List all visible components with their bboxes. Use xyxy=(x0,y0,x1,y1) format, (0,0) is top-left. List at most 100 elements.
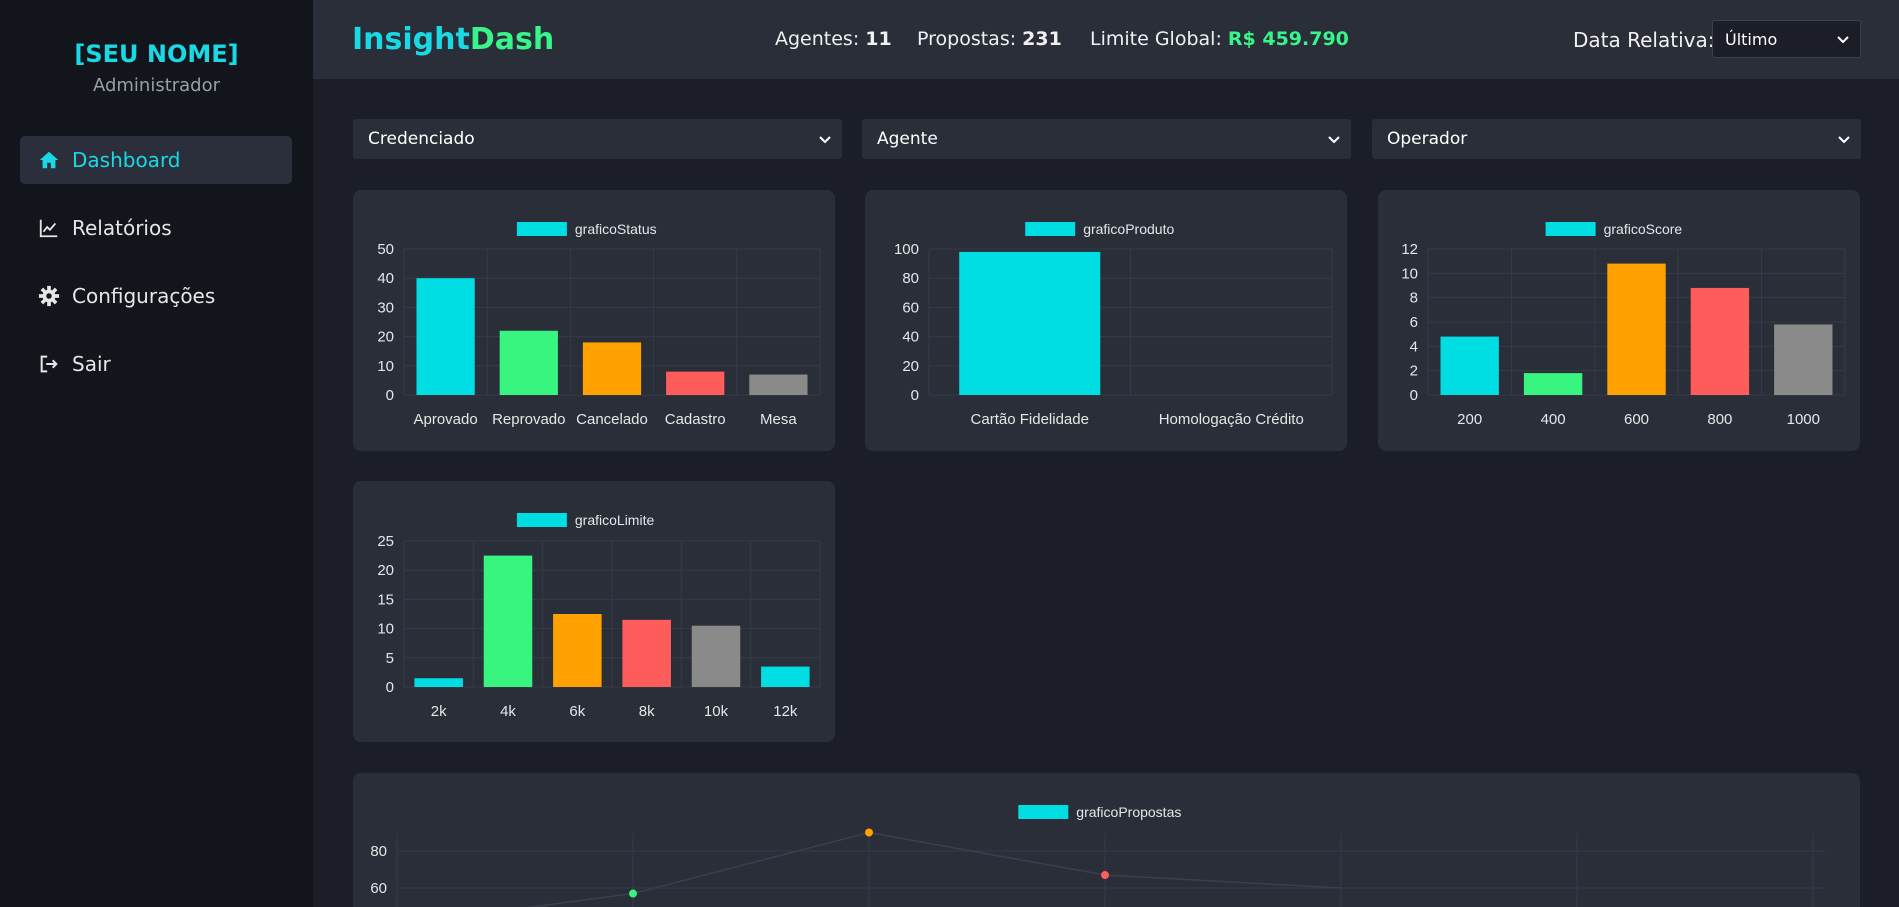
chart-card-score: graficoScore 0 2 4 6 8 10 12 200 400 600 800 1000 xyxy=(1378,190,1860,451)
bar xyxy=(1774,324,1833,395)
legend-swatch xyxy=(516,513,567,527)
sign-out-icon xyxy=(40,355,58,373)
y-tick-label: 0 xyxy=(386,387,394,404)
y-tick-label: 20 xyxy=(377,562,394,579)
filter-agente-value: Agente xyxy=(877,129,938,149)
x-tick-label: Mesa xyxy=(760,411,797,428)
y-tick-label: 8 xyxy=(1410,290,1418,307)
y-tick-label: 10 xyxy=(1401,265,1418,282)
y-tick-label: 60 xyxy=(370,880,387,897)
y-tick-label: 20 xyxy=(377,329,394,346)
y-tick-label: 80 xyxy=(902,270,919,287)
filter-operador-value: Operador xyxy=(1387,129,1468,149)
stat-limite-label: Limite Global: xyxy=(1090,28,1222,50)
x-tick-label: 10k xyxy=(704,703,729,720)
chevron-down-icon xyxy=(1837,36,1849,44)
stat-agentes-value: 11 xyxy=(865,28,892,50)
x-tick-label: 800 xyxy=(1707,411,1732,428)
chart-status: graficoStatus 0 10 20 30 40 50 Aprovado Reprovad… xyxy=(377,221,821,428)
y-tick-label: 20 xyxy=(902,358,919,375)
filter-operador[interactable]: Operador xyxy=(1372,119,1861,159)
y-tick-label: 40 xyxy=(377,270,394,287)
y-tick-label: 2 xyxy=(1410,363,1418,380)
y-tick-label: 40 xyxy=(902,329,919,346)
x-tick-label: Reprovado xyxy=(492,411,565,428)
x-tick-label: Cancelado xyxy=(576,411,648,428)
filter-credenciado[interactable]: Credenciado xyxy=(353,119,842,159)
bar xyxy=(483,555,533,687)
x-tick-label: 1000 xyxy=(1787,411,1820,428)
x-tick-label: Homologação Crédito xyxy=(1159,411,1304,428)
chart-score: graficoScore 0 2 4 6 8 10 12 200 400 600 800 1000 xyxy=(1401,221,1846,428)
y-tick-label: 0 xyxy=(1410,387,1418,404)
y-tick-label: 30 xyxy=(377,299,394,316)
stat-propostas: Propostas: 231 xyxy=(917,28,1062,50)
x-tick-label: 6k xyxy=(569,703,585,720)
gear-icon xyxy=(38,285,60,307)
x-tick-label: 12k xyxy=(773,703,798,720)
bar xyxy=(1440,336,1499,395)
y-tick-label: 0 xyxy=(386,679,394,696)
x-tick-label: 4k xyxy=(500,703,516,720)
date-relative-select[interactable]: Último xyxy=(1712,20,1861,58)
bar xyxy=(553,614,602,687)
legend-label: graficoStatus xyxy=(575,221,657,237)
y-tick-label: 25 xyxy=(377,533,394,550)
sidebar: [SEU NOME] Administrador Dashboard Relat… xyxy=(0,0,313,907)
stat-limite-global: Limite Global: R$ 459.790 xyxy=(1090,28,1349,50)
brand-part-1: Insight xyxy=(352,22,470,57)
x-tick-label: 8k xyxy=(639,703,655,720)
home-icon xyxy=(39,151,59,169)
filter-agente[interactable]: Agente xyxy=(862,119,1351,159)
bar xyxy=(666,371,725,395)
bar xyxy=(1690,287,1750,395)
chart-card-propostas: graficoPropostas 60 80 xyxy=(353,773,1860,907)
bar xyxy=(1607,263,1666,395)
chevron-down-icon xyxy=(1838,136,1850,144)
y-tick-label: 0 xyxy=(911,387,919,404)
chart-line-icon xyxy=(39,219,58,238)
chart-card-status: graficoStatus 0 10 20 30 40 50 Aprovado Reprovad… xyxy=(353,190,835,451)
bar xyxy=(582,342,642,395)
chart-card-limite: graficoLimite 0 5 10 15 20 25 2k 4k 6k 8k 10k 12k xyxy=(353,481,835,742)
filter-credenciado-value: Credenciado xyxy=(368,129,475,149)
legend-label: graficoLimite xyxy=(575,512,655,528)
y-tick-label: 5 xyxy=(386,650,394,667)
x-tick-label: Cadastro xyxy=(665,411,726,428)
sidebar-item-label: Configurações xyxy=(72,284,216,308)
y-tick-label: 80 xyxy=(370,843,387,860)
data-point xyxy=(1101,871,1109,880)
bar xyxy=(1523,373,1583,395)
top-header: InsightDash Agentes: 11 Propostas: 231 L… xyxy=(313,0,1899,79)
y-tick-label: 6 xyxy=(1410,314,1418,331)
bar xyxy=(499,330,558,395)
sidebar-item-label: Sair xyxy=(72,352,111,376)
sidebar-item-configuracoes[interactable]: Configurações xyxy=(20,272,292,320)
chevron-down-icon xyxy=(1328,136,1340,144)
x-tick-label: 600 xyxy=(1624,411,1649,428)
profile-name: [SEU NOME] xyxy=(74,40,239,68)
x-tick-label: 2k xyxy=(431,703,447,720)
bar xyxy=(691,625,741,687)
y-tick-label: 100 xyxy=(894,241,919,258)
sidebar-item-label: Dashboard xyxy=(72,148,181,172)
bar xyxy=(414,678,463,687)
stat-propostas-value: 231 xyxy=(1022,28,1062,50)
y-tick-label: 15 xyxy=(377,591,394,608)
y-tick-label: 10 xyxy=(377,621,394,638)
legend-label: graficoProduto xyxy=(1083,221,1174,237)
chart-limite: graficoLimite 0 5 10 15 20 25 2k 4k 6k 8k 10k 12k xyxy=(377,512,821,720)
sidebar-item-dashboard[interactable]: Dashboard xyxy=(20,136,292,184)
bar xyxy=(622,619,671,687)
sidebar-item-sair[interactable]: Sair xyxy=(20,340,292,388)
y-tick-label: 10 xyxy=(377,358,394,375)
brand-logo[interactable]: InsightDash xyxy=(352,22,554,57)
x-tick-label: 400 xyxy=(1541,411,1566,428)
legend-swatch xyxy=(1018,805,1069,819)
sidebar-item-relatorios[interactable]: Relatórios xyxy=(20,204,292,252)
x-tick-label: Aprovado xyxy=(413,411,477,428)
chevron-down-icon xyxy=(819,136,831,144)
legend-label: graficoScore xyxy=(1604,221,1683,237)
data-point xyxy=(865,828,873,837)
bar xyxy=(761,666,810,687)
